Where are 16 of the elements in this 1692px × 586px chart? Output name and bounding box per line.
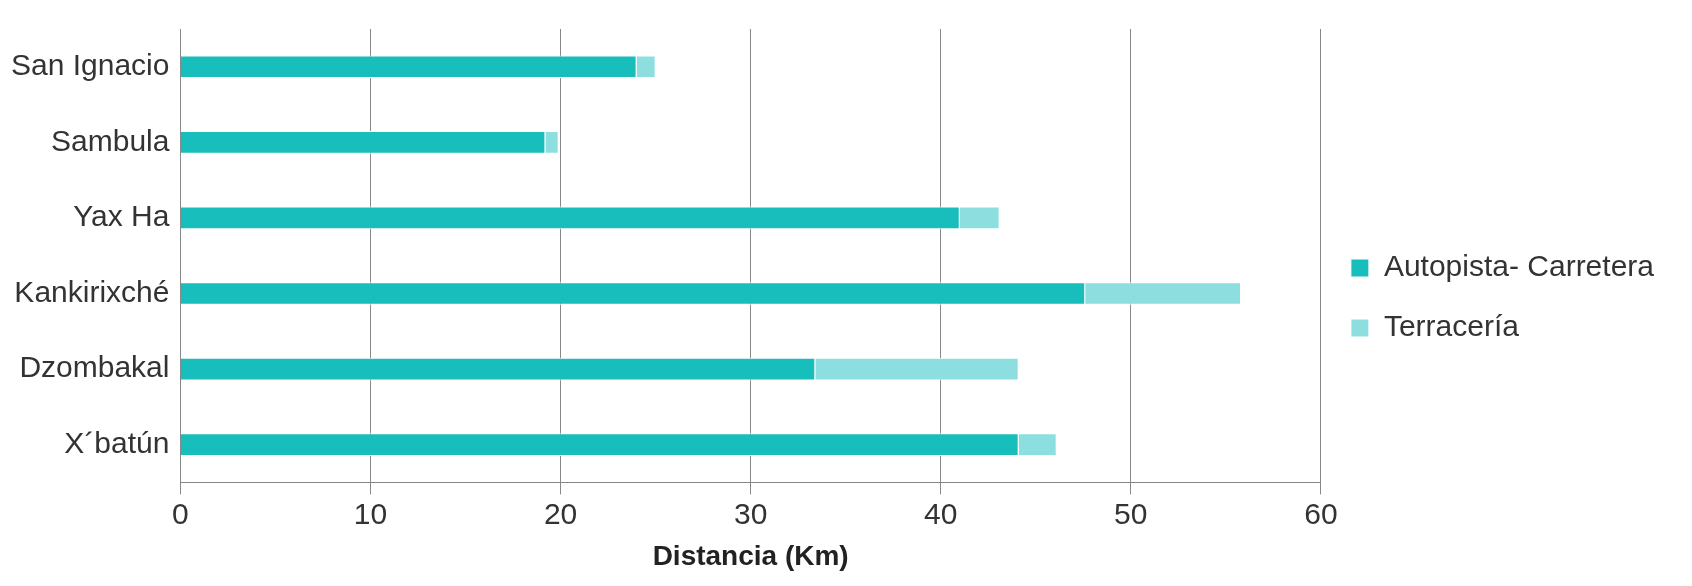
legend-label: Autopista- Carretera <box>1383 249 1655 283</box>
x-tick-label: 0 <box>172 496 189 530</box>
y-tick-label: Dzombakal <box>19 350 170 384</box>
y-tick-label: Yax Ha <box>73 199 170 233</box>
x-tick-label: 30 <box>733 496 768 530</box>
x-tick-label: 10 <box>353 496 388 530</box>
x-axis-title: Distancia (Km) <box>652 539 849 571</box>
y-tick-label: San Ignacio <box>11 48 170 82</box>
y-tick-label: Sambula <box>51 123 170 157</box>
x-tick-label: 50 <box>1114 496 1148 530</box>
x-tick-label: 60 <box>1304 496 1338 530</box>
legend-label: Terracería <box>1383 309 1520 343</box>
y-tick-label: X´batún <box>64 425 170 459</box>
y-tick-label: Kankirixché <box>14 274 170 308</box>
x-tick-label: 40 <box>924 496 958 530</box>
x-tick-label: 20 <box>543 496 578 530</box>
